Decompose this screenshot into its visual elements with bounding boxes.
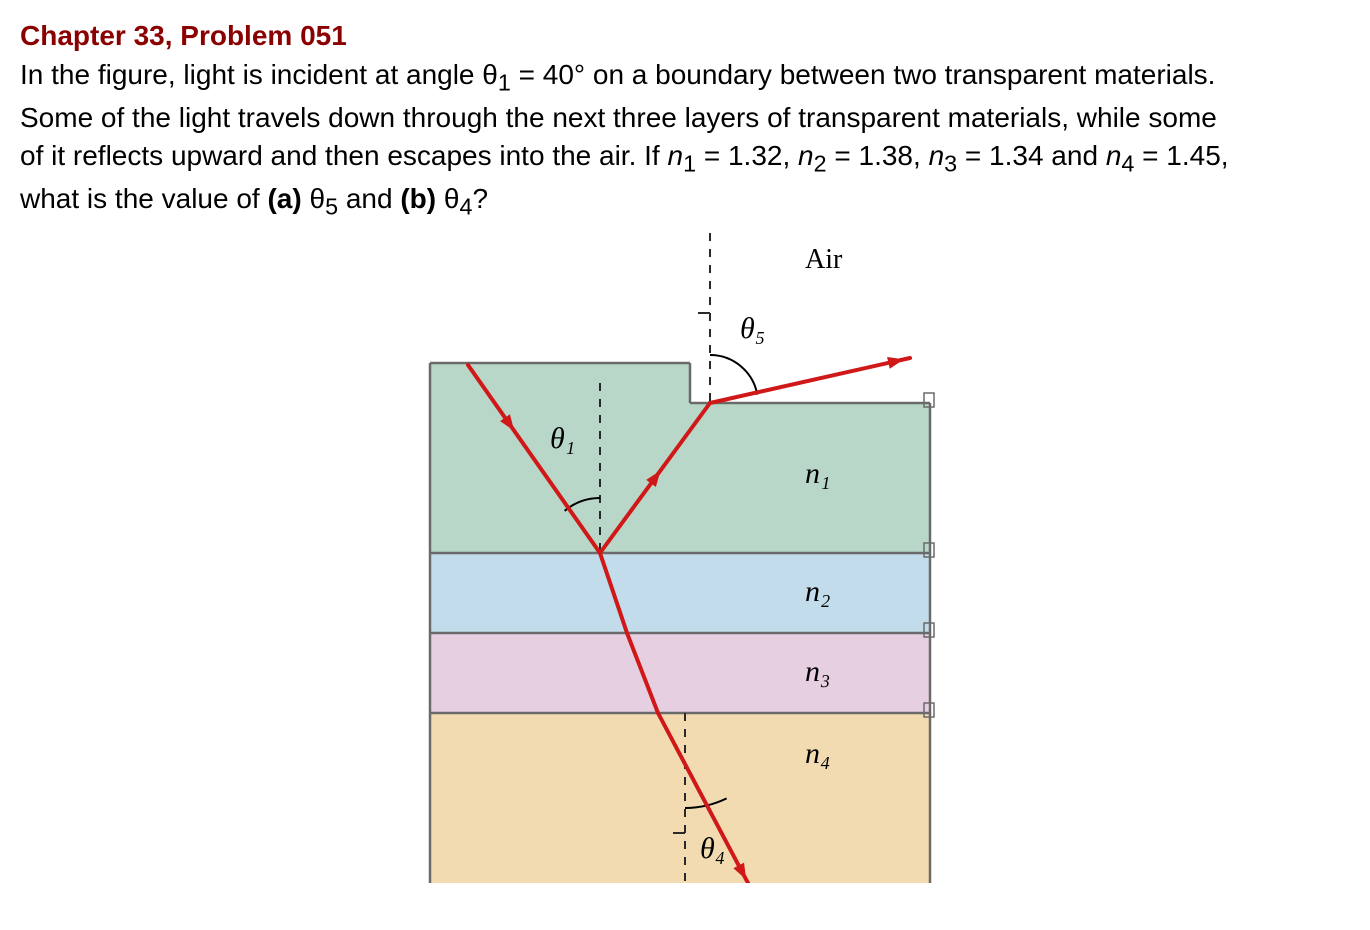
text-seg: = 1.32,	[696, 140, 798, 171]
svg-text:θ₄: θ₄	[700, 832, 725, 865]
text-seg: = 1.34 and	[957, 140, 1106, 171]
part-b-label: (b)	[400, 183, 436, 214]
refraction-diagram: Air n₁ n₂ n₃ n₄ θ₁ θ₅ θ₄	[410, 233, 960, 888]
svg-text:θ₅: θ₅	[740, 312, 765, 345]
problem-statement: In the figure, light is incident at angl…	[20, 56, 1240, 223]
sub: 4	[459, 194, 472, 220]
text-seg: = 1.38,	[827, 140, 929, 171]
svg-text:θ₁: θ₁	[550, 422, 575, 455]
text-seg: ?	[472, 183, 488, 214]
sub: 4	[1121, 150, 1134, 176]
svg-text:n₃: n₃	[805, 655, 830, 688]
var-n4: n	[1106, 140, 1122, 171]
text-seg: θ	[436, 183, 459, 214]
svg-text:Air: Air	[805, 244, 843, 275]
text-seg: In the figure, light is incident at angl…	[20, 59, 498, 90]
var-n2: n	[798, 140, 814, 171]
var-n1: n	[668, 140, 684, 171]
figure-container: Air n₁ n₂ n₃ n₄ θ₁ θ₅ θ₄	[20, 233, 1350, 888]
chapter-heading: Chapter 33, Problem 051	[20, 20, 1350, 52]
svg-text:n₂: n₂	[805, 575, 830, 608]
sub: 1	[498, 70, 511, 96]
text-seg: and	[338, 183, 400, 214]
sub: 2	[814, 150, 827, 176]
svg-text:n₁: n₁	[805, 457, 830, 490]
part-a-label: (a)	[267, 183, 301, 214]
sub: 1	[683, 150, 696, 176]
var-n3: n	[929, 140, 945, 171]
sub: 5	[325, 194, 338, 220]
svg-text:n₄: n₄	[805, 737, 830, 770]
sub: 3	[944, 150, 957, 176]
diagram-svg: Air n₁ n₂ n₃ n₄ θ₁ θ₅ θ₄	[410, 233, 960, 883]
text-seg: θ	[302, 183, 325, 214]
